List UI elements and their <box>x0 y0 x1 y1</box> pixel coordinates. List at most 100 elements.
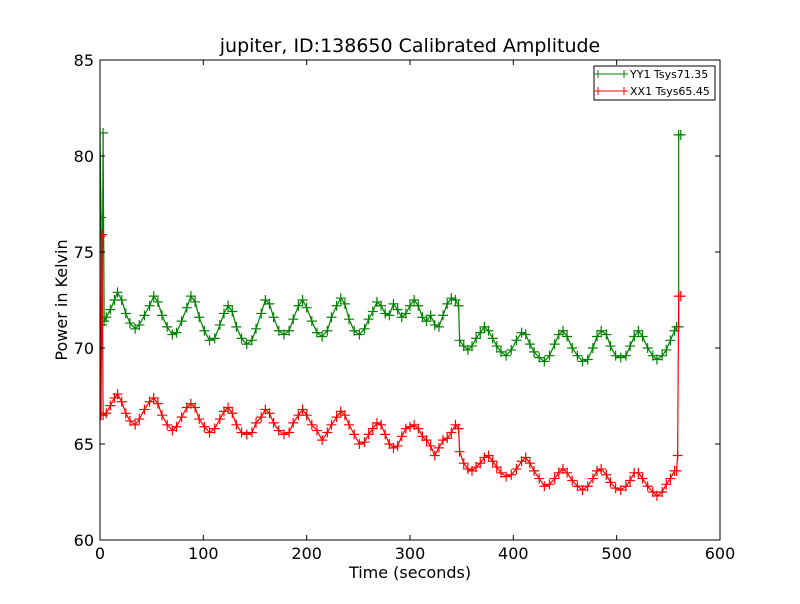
data-point <box>572 350 583 361</box>
data-point <box>167 329 178 340</box>
data-point <box>227 306 238 317</box>
data-point <box>413 300 424 311</box>
data-point <box>433 321 444 332</box>
data-point <box>134 319 145 330</box>
data-point <box>367 306 378 317</box>
data-point <box>549 473 560 484</box>
data-point <box>194 312 205 323</box>
data-point <box>268 312 279 323</box>
data-point <box>400 308 411 319</box>
data-point <box>251 323 262 334</box>
data-point <box>278 329 289 340</box>
data-point <box>562 331 573 342</box>
ticks-layer: 0 100 200 300 400 500 600 60 65 70 75 80 85 <box>74 51 736 563</box>
data-point <box>100 212 107 223</box>
data-point <box>227 408 238 419</box>
data-point <box>199 421 210 432</box>
data-point <box>661 479 672 490</box>
data-point <box>171 327 182 338</box>
data-point <box>339 410 350 421</box>
legend-label-yy1: YY1 Tsys71.35 <box>629 68 708 81</box>
data-point <box>246 335 257 346</box>
data-point <box>157 410 167 421</box>
data-point <box>442 298 453 309</box>
data-point <box>642 343 653 353</box>
data-point <box>446 427 457 438</box>
data-point <box>116 396 127 407</box>
data-point <box>256 412 267 423</box>
data-point <box>101 408 112 419</box>
data-point <box>105 304 116 315</box>
data-point <box>312 425 322 436</box>
data-point <box>557 325 568 336</box>
data-point <box>241 339 252 350</box>
data-point <box>524 458 535 469</box>
data-point <box>344 419 355 430</box>
data-point <box>380 429 391 440</box>
data-point <box>495 467 506 478</box>
data-point <box>625 475 636 486</box>
data-point <box>665 335 676 346</box>
data-point <box>190 296 201 307</box>
data-point <box>651 490 662 501</box>
x-axis-label: Time (seconds) <box>348 563 471 582</box>
data-point <box>288 417 299 428</box>
data-point <box>297 404 308 415</box>
data-point <box>359 323 370 334</box>
y-tick-label: 65 <box>74 435 94 454</box>
data-point <box>637 331 648 342</box>
data-point <box>453 300 464 311</box>
data-point <box>100 127 109 138</box>
data-point <box>516 327 527 338</box>
data-point <box>529 465 539 476</box>
data-point <box>256 308 267 319</box>
data-point <box>454 446 465 457</box>
data-point <box>209 333 220 344</box>
data-point <box>413 423 424 434</box>
data-point <box>124 415 135 426</box>
data-point <box>349 429 360 440</box>
data-point <box>433 442 444 453</box>
data-point <box>331 300 342 311</box>
data-point <box>284 427 295 438</box>
data-point <box>236 333 247 344</box>
data-point <box>162 321 173 332</box>
data-point <box>625 341 636 352</box>
data-point <box>231 419 242 430</box>
data-point <box>421 435 432 446</box>
data-point <box>582 481 593 492</box>
data-point <box>120 408 131 419</box>
data-point <box>100 231 105 242</box>
x-tick-label: 300 <box>395 544 426 563</box>
data-point <box>511 463 522 474</box>
data-point <box>152 398 163 409</box>
data-point <box>293 300 304 311</box>
data-point <box>268 417 279 428</box>
data-point <box>380 308 391 319</box>
data-point <box>567 343 578 353</box>
data-point <box>467 341 477 352</box>
data-point <box>124 318 135 329</box>
data-point <box>587 343 598 353</box>
legend-label-xx1: XX1 Tsys65.45 <box>630 85 710 98</box>
legend: YY1 Tsys71.35 XX1 Tsys65.45 <box>593 65 716 101</box>
data-point <box>596 325 607 336</box>
data-point <box>359 437 370 448</box>
data-point <box>491 341 502 352</box>
data-point <box>453 423 464 434</box>
legend-marker <box>620 70 628 78</box>
data-point <box>199 325 210 336</box>
data-point <box>501 471 512 482</box>
data-point <box>392 440 403 451</box>
data-point <box>363 429 374 440</box>
data-point <box>176 316 187 327</box>
series-layer <box>100 127 686 501</box>
x-tick-label: 500 <box>601 544 632 563</box>
x-tick-label: 400 <box>498 544 529 563</box>
data-point <box>657 487 668 497</box>
data-point <box>475 458 486 469</box>
data-point <box>615 485 626 496</box>
data-point <box>429 319 440 330</box>
data-point <box>544 350 555 361</box>
data-point <box>219 308 229 319</box>
